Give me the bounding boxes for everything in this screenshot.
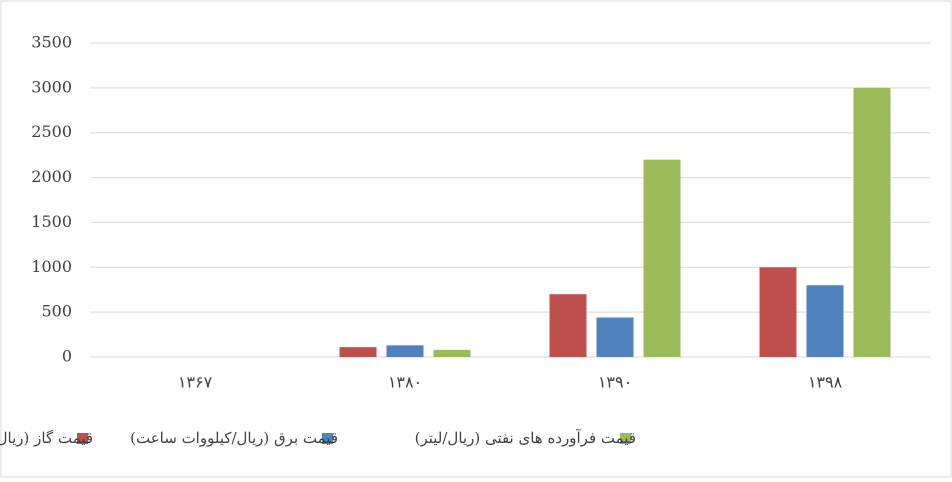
bar	[386, 345, 424, 357]
y-tick-label: 3500	[31, 33, 72, 52]
legend-swatch	[77, 433, 88, 444]
y-tick-label: 3000	[31, 77, 72, 96]
bar	[853, 87, 891, 357]
bar	[339, 347, 377, 357]
bar	[806, 285, 844, 357]
legend-label: قیمت گاز (ریال/ متر مکعب)	[0, 429, 93, 447]
x-tick-label: ۱۳۹۸	[808, 373, 843, 392]
y-tick-label: 2500	[31, 122, 72, 141]
y-tick-label: 0	[62, 347, 72, 366]
y-tick-label: 1500	[31, 212, 72, 231]
bar	[759, 267, 797, 357]
y-tick-label: 2000	[31, 167, 72, 186]
bar	[596, 317, 634, 357]
bar	[643, 159, 681, 357]
x-tick-label: ۱۳۸۰	[388, 373, 422, 392]
bar	[433, 349, 471, 357]
y-tick-label: 500	[41, 302, 72, 321]
legend-swatch	[620, 433, 631, 444]
bar	[549, 294, 587, 357]
legend-label: قیمت برق (ریال/کیلووات ساعت)	[130, 429, 338, 447]
x-tick-label: ۱۳۹۰	[598, 373, 632, 392]
y-tick-label: 1000	[31, 257, 72, 276]
legend-label: قیمت فرآورده های نفتی (ریال/لیتر)	[415, 429, 636, 447]
legend-swatch	[322, 433, 333, 444]
x-tick-label: ۱۳۶۷	[178, 373, 213, 392]
